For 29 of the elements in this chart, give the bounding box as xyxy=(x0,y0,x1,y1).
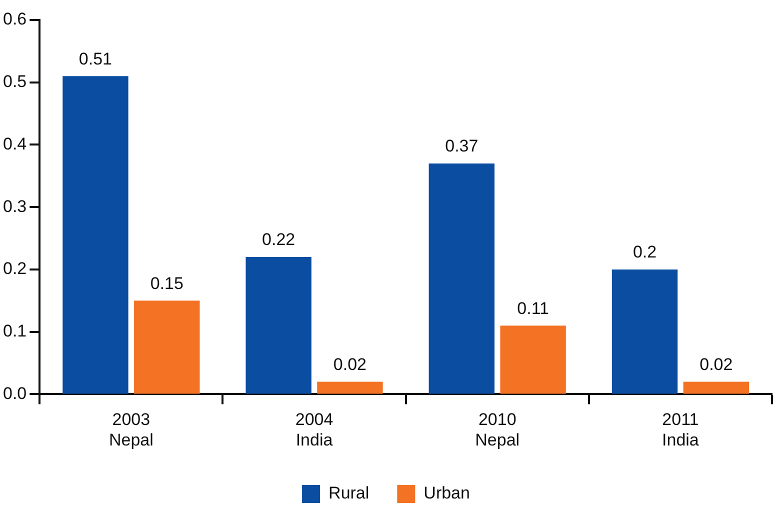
bar xyxy=(428,163,495,394)
legend-label: Urban xyxy=(424,484,470,503)
y-tick-label: 0.5 xyxy=(2,72,27,92)
y-tick-label: 0.3 xyxy=(2,196,27,216)
x-tick-label: 2003 Nepal xyxy=(108,410,154,450)
data-label: 0.22 xyxy=(262,230,296,250)
y-tick-label: 0.1 xyxy=(2,322,27,341)
y-tick-label: 0.2 xyxy=(2,259,27,278)
data-label: 0.51 xyxy=(78,49,112,68)
data-label: 0.11 xyxy=(517,298,549,318)
y-tick-label: 0.4 xyxy=(2,134,27,154)
bar xyxy=(317,382,383,394)
data-label: 0.37 xyxy=(445,136,478,156)
y-tick-label: 0.0 xyxy=(2,384,27,403)
data-label: 0.02 xyxy=(333,354,367,374)
bar xyxy=(683,382,750,394)
x-tick-label: 2004 India xyxy=(295,410,334,450)
x-tick-label: 2011 India xyxy=(662,410,700,450)
bar xyxy=(246,256,312,394)
bar xyxy=(62,76,128,394)
legend-label: Rural xyxy=(328,484,370,503)
bar xyxy=(500,326,566,394)
bar xyxy=(612,269,678,394)
x-tick-label: 2010 Nepal xyxy=(475,410,520,450)
data-label: 0.02 xyxy=(700,354,733,374)
bar xyxy=(134,300,200,394)
y-tick-label: 0.6 xyxy=(2,10,27,29)
data-label: 0.2 xyxy=(632,242,657,262)
data-label: 0.15 xyxy=(150,274,184,293)
